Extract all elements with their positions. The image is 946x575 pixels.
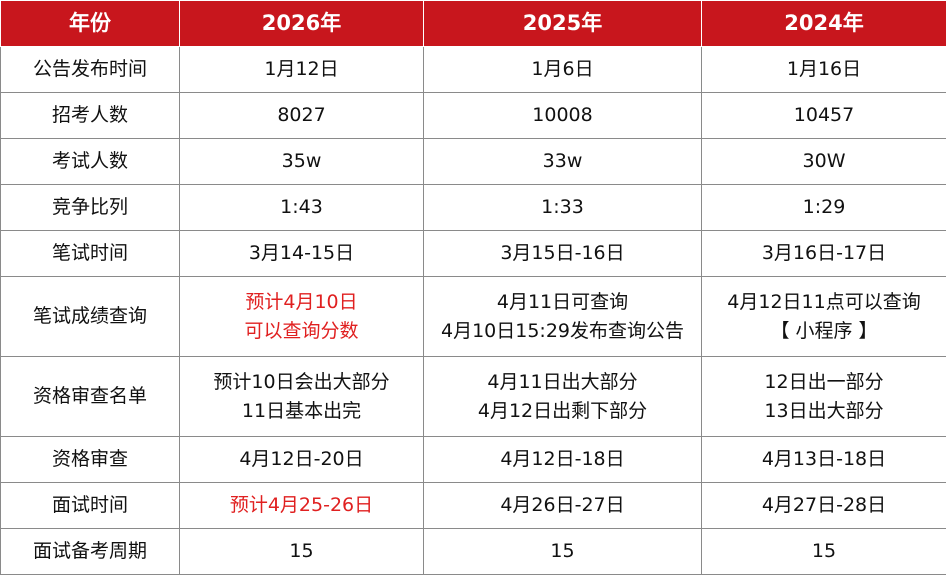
cell-2025: 3月15日-16日: [423, 230, 702, 277]
cell-2024: 1月16日: [701, 46, 946, 93]
header-year-label: 年份: [0, 0, 180, 47]
cell-line: 1:29: [802, 196, 846, 218]
cell-2026: 35w: [179, 138, 424, 185]
cell-line: 12日出一部分: [764, 370, 884, 393]
table-row: 笔试时间 3月14-15日 3月15日-16日 3月16日-17日: [0, 230, 946, 277]
cell-line: 3月15日-16日: [500, 242, 625, 264]
cell-line: 13日出大部分: [764, 399, 884, 422]
cell-line: 4月11日可查询: [496, 290, 629, 313]
row-label: 公告发布时间: [0, 46, 180, 93]
cell-line: 35w: [281, 150, 322, 172]
cell-2026: 预计4月25-26日: [179, 482, 424, 529]
cell-line: 4月12日出剩下部分: [477, 399, 648, 422]
cell-line: 33w: [542, 150, 583, 172]
row-label: 笔试成绩查询: [0, 276, 180, 357]
cell-2026: 预计4月10日 可以查询分数: [179, 276, 424, 357]
cell-line: 1月12日: [264, 58, 339, 80]
row-label: 招考人数: [0, 92, 180, 139]
cell-line: 【 小程序 】: [770, 319, 878, 342]
cell-2026: 8027: [179, 92, 424, 139]
cell-2026: 15: [179, 528, 424, 575]
cell-line: 11日基本出完: [241, 399, 362, 422]
cell-line: 1:33: [541, 196, 584, 218]
cell-line: 预计10日会出大部分: [213, 370, 390, 393]
cell-line: 4月13日-18日: [761, 448, 887, 470]
cell-line: 8027: [277, 104, 326, 126]
cell-2025: 4月12日-18日: [423, 436, 702, 483]
row-label: 竞争比列: [0, 184, 180, 231]
table-row: 资格审查 4月12日-20日 4月12日-18日 4月13日-18日: [0, 436, 946, 483]
cell-line: 4月12日-18日: [500, 448, 625, 470]
row-label: 资格审查名单: [0, 356, 180, 437]
row-label: 笔试时间: [0, 230, 180, 277]
cell-line: 4月11日出大部分: [487, 370, 638, 393]
cell-2024: 12日出一部分 13日出大部分: [701, 356, 946, 437]
cell-2026: 3月14-15日: [179, 230, 424, 277]
cell-2025: 33w: [423, 138, 702, 185]
cell-2026: 4月12日-20日: [179, 436, 424, 483]
cell-2024: 1:29: [701, 184, 946, 231]
table-body: 公告发布时间 1月12日 1月6日 1月16日 招考人数 8027 10008 …: [0, 46, 946, 575]
table-row: 面试时间 预计4月25-26日 4月26日-27日 4月27日-28日: [0, 482, 946, 529]
cell-2025: 1月6日: [423, 46, 702, 93]
cell-2026: 预计10日会出大部分 11日基本出完: [179, 356, 424, 437]
cell-line: 4月12日11点可以查询: [727, 290, 921, 313]
cell-2025: 10008: [423, 92, 702, 139]
cell-2024: 4月27日-28日: [701, 482, 946, 529]
row-label: 面试时间: [0, 482, 180, 529]
cell-2024: 15: [701, 528, 946, 575]
cell-line: 1月16日: [786, 58, 862, 80]
cell-line: 4月12日-20日: [239, 448, 364, 470]
table-row: 面试备考周期 15 15 15: [0, 528, 946, 575]
cell-2024: 3月16日-17日: [701, 230, 946, 277]
cell-2024: 4月13日-18日: [701, 436, 946, 483]
row-label: 资格审查: [0, 436, 180, 483]
table-row: 笔试成绩查询 预计4月10日 可以查询分数 4月11日可查询 4月10日15:2…: [0, 276, 946, 357]
header-2024: 2024年: [701, 0, 946, 47]
row-label: 面试备考周期: [0, 528, 180, 575]
cell-line: 4月27日-28日: [761, 494, 887, 516]
header-2026: 2026年: [179, 0, 424, 47]
cell-2026: 1月12日: [179, 46, 424, 93]
cell-2025: 4月11日出大部分 4月12日出剩下部分: [423, 356, 702, 437]
cell-line: 15: [550, 540, 575, 562]
row-label: 考试人数: [0, 138, 180, 185]
cell-2024: 10457: [701, 92, 946, 139]
cell-2024: 30W: [701, 138, 946, 185]
header-row: 年份 2026年 2025年 2024年: [0, 0, 946, 47]
cell-line: 预计4月25-26日: [229, 494, 374, 516]
cell-line: 3月14-15日: [248, 242, 355, 264]
table-row: 招考人数 8027 10008 10457: [0, 92, 946, 139]
table-row: 竞争比列 1:43 1:33 1:29: [0, 184, 946, 231]
cell-line: 10457: [793, 104, 855, 126]
table-header: 年份 2026年 2025年 2024年: [0, 0, 946, 47]
cell-2026: 1:43: [179, 184, 424, 231]
cell-line: 30W: [802, 150, 846, 172]
cell-2024: 4月12日11点可以查询 【 小程序 】: [701, 276, 946, 357]
table-row: 资格审查名单 预计10日会出大部分 11日基本出完 4月11日出大部分 4月12…: [0, 356, 946, 437]
cell-2025: 4月26日-27日: [423, 482, 702, 529]
cell-line: 15: [289, 540, 314, 562]
cell-line: 4月10日15:29发布查询公告: [440, 319, 685, 342]
cell-line: 预计4月10日: [245, 290, 358, 313]
table-row: 考试人数 35w 33w 30W: [0, 138, 946, 185]
cell-line: 1:43: [280, 196, 323, 218]
cell-line: 1月6日: [531, 58, 594, 80]
cell-2025: 1:33: [423, 184, 702, 231]
cell-line: 可以查询分数: [244, 319, 359, 342]
cell-line: 15: [811, 540, 837, 562]
cell-line: 10008: [532, 104, 593, 126]
cell-2025: 4月11日可查询 4月10日15:29发布查询公告: [423, 276, 702, 357]
cell-line: 3月16日-17日: [761, 242, 887, 264]
header-2025: 2025年: [423, 0, 702, 47]
table-row: 公告发布时间 1月12日 1月6日 1月16日: [0, 46, 946, 93]
cell-line: 4月26日-27日: [500, 494, 625, 516]
cell-2025: 15: [423, 528, 702, 575]
